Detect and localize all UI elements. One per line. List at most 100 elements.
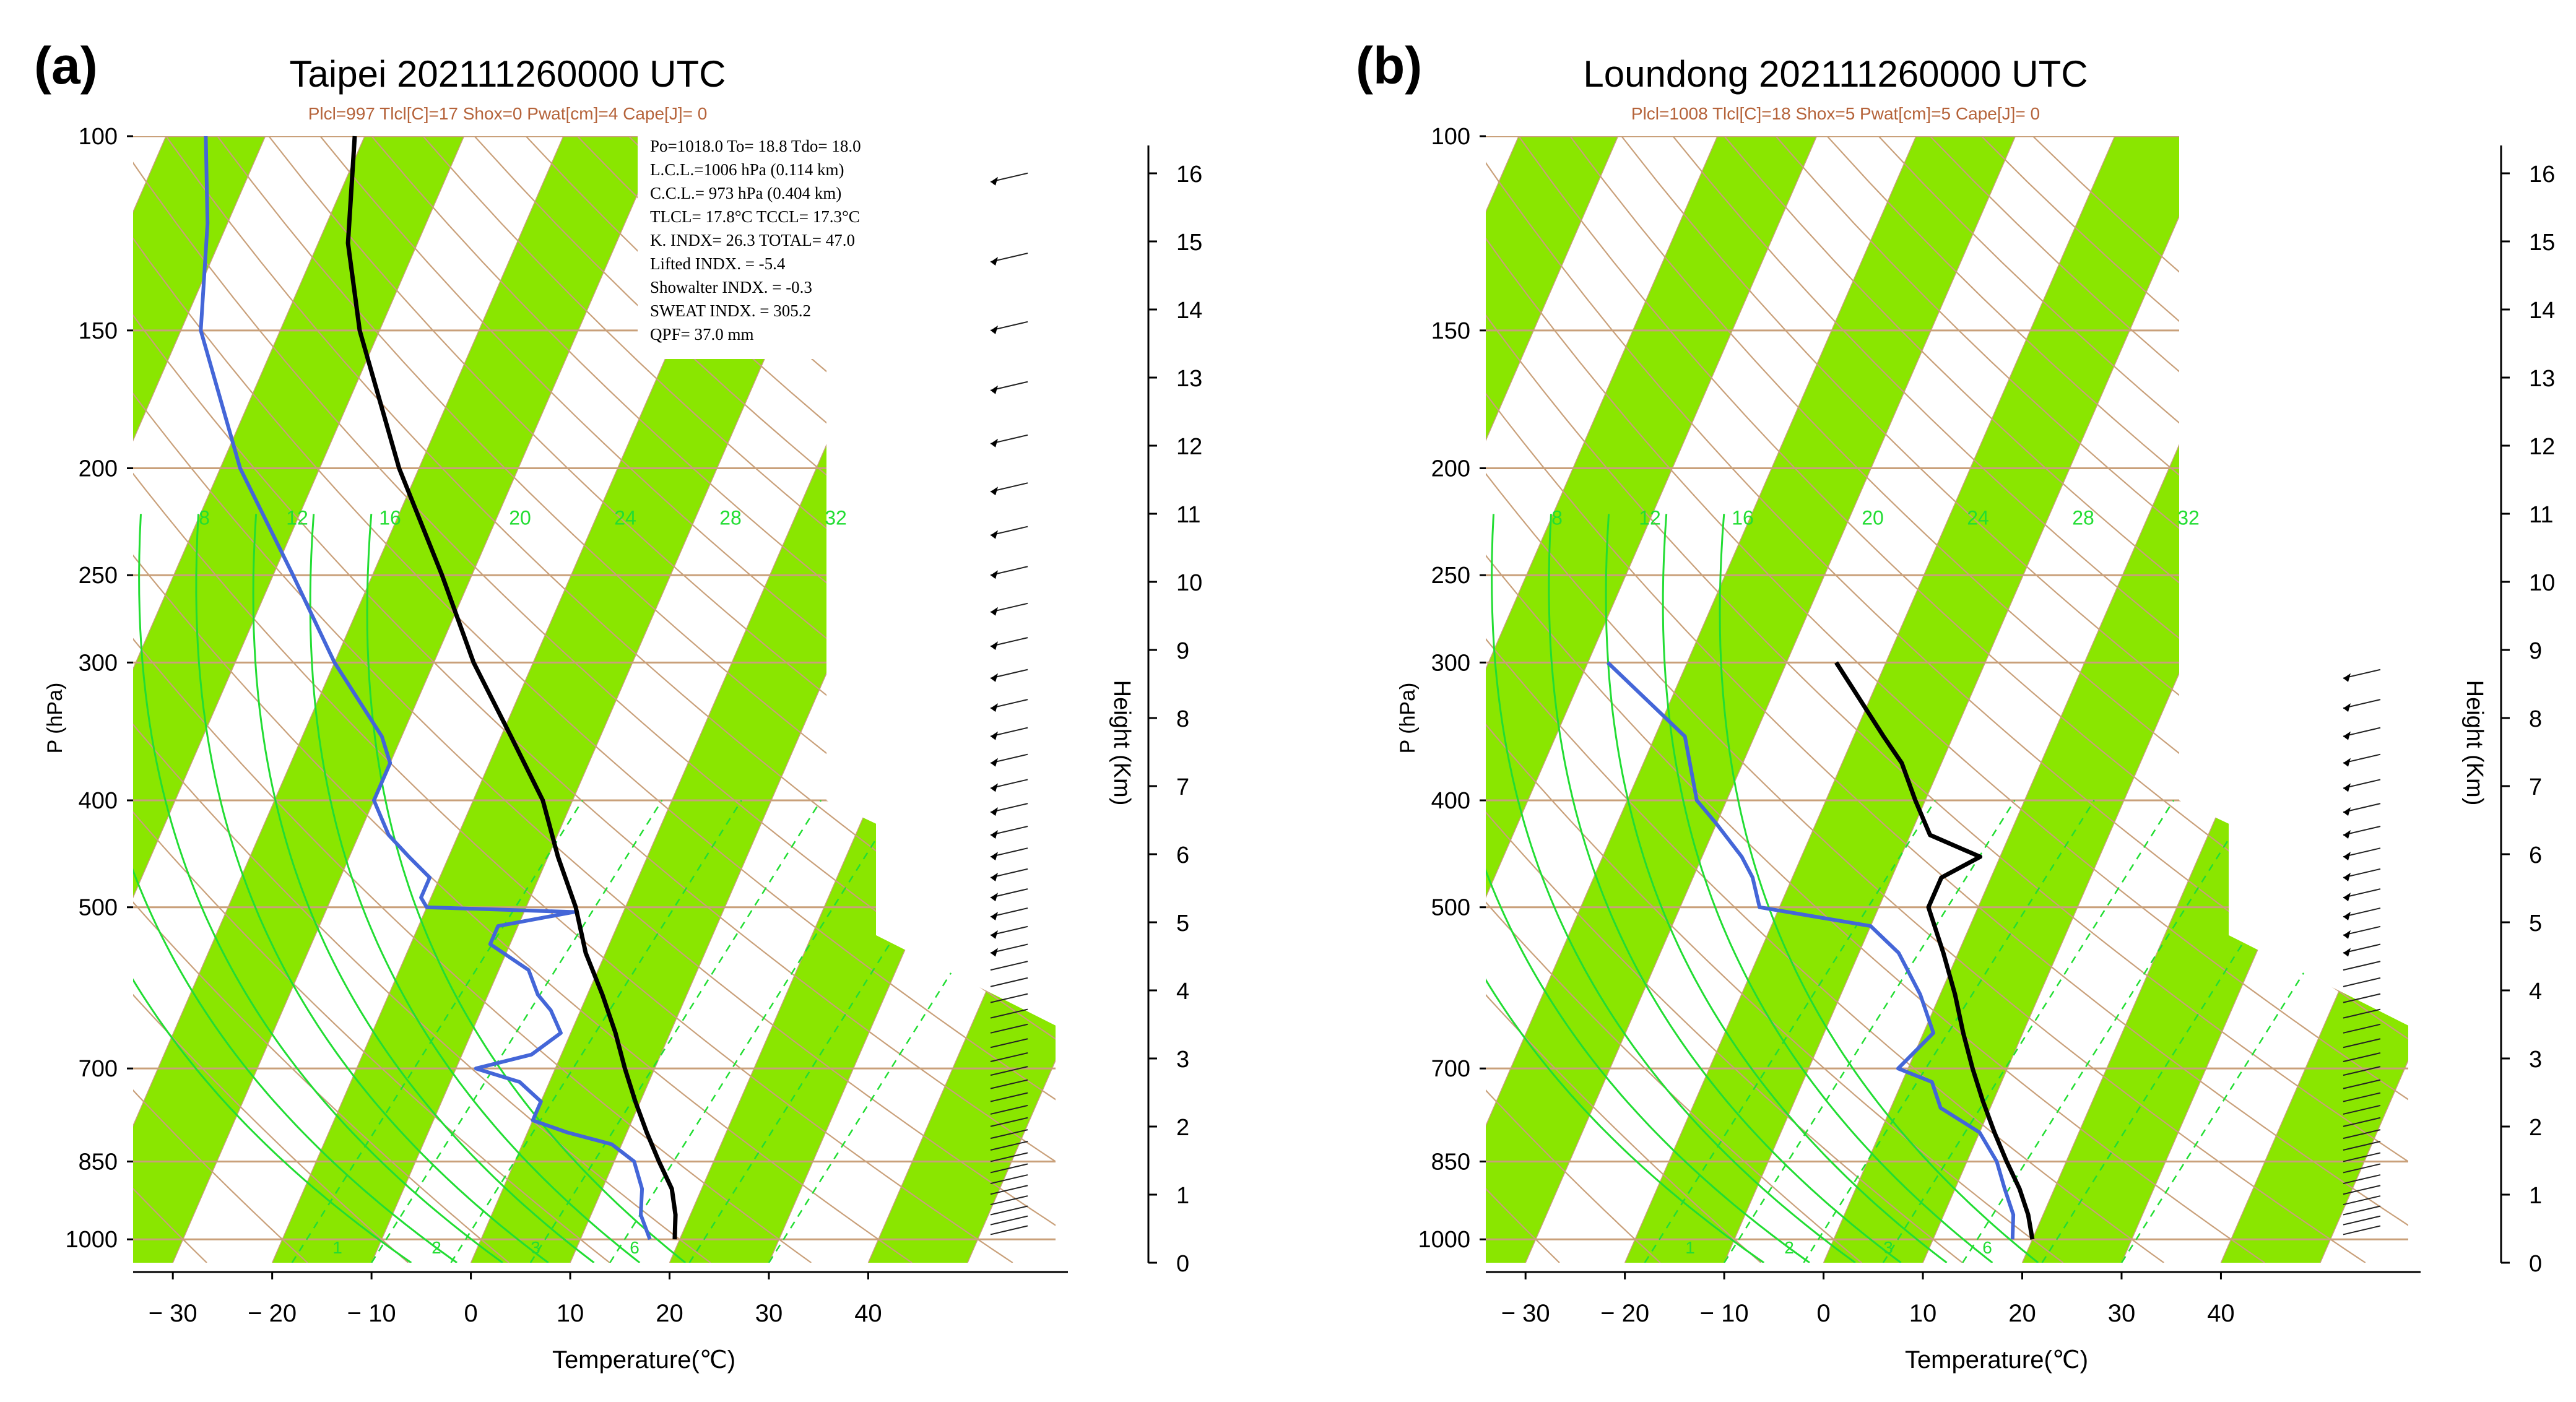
temperature-tick-label: 20 bbox=[2008, 1300, 2036, 1327]
stat-line: SWEAT INDX. = 305.2 bbox=[650, 301, 811, 320]
stat-line: TLCL= 17.8°C TCCL= 17.3°C bbox=[650, 207, 860, 226]
height-tick-label: 9 bbox=[2529, 638, 2542, 664]
pressure-tick-label: 200 bbox=[79, 456, 118, 482]
isotherm-line bbox=[2320, 136, 2408, 1263]
wind-barb bbox=[2343, 1023, 2381, 1034]
wind-barb bbox=[2343, 1195, 2381, 1206]
height-tick-label: 1 bbox=[2529, 1183, 2542, 1209]
pressure-tick-label: 500 bbox=[1431, 895, 1470, 921]
wind-barb bbox=[990, 1163, 1028, 1174]
temperature-tick-label: 40 bbox=[854, 1300, 882, 1327]
dry-adiabat bbox=[1486, 136, 1762, 1263]
wind-barbs bbox=[2343, 669, 2381, 1235]
dry-adiabat bbox=[133, 136, 610, 1263]
wind-barb-flag bbox=[991, 385, 998, 394]
chart-subtitle: Plcl=1008 Tlcl[C]=18 Shox=5 Pwat[cm]=5 C… bbox=[1631, 104, 2040, 123]
dry-adiabat bbox=[133, 136, 812, 1263]
wind-barb-flag bbox=[991, 607, 998, 616]
wind-barb-flag bbox=[2343, 829, 2351, 839]
height-tick-label: 11 bbox=[2529, 502, 2553, 528]
wind-barb bbox=[990, 1092, 1028, 1102]
wind-barb-flag bbox=[991, 731, 998, 740]
wind-barb bbox=[2343, 1129, 2381, 1140]
wind-barb-flag bbox=[991, 673, 998, 682]
dry-adiabat bbox=[133, 136, 1013, 1263]
height-tick-label: 2 bbox=[1176, 1115, 1189, 1141]
isotherm-line bbox=[2220, 136, 2408, 1263]
mixing-ratio-label: 3 bbox=[1883, 1238, 1893, 1257]
wind-barb-flag bbox=[2343, 783, 2351, 792]
moist-adiabat bbox=[138, 514, 503, 1263]
height-tick-label: 3 bbox=[1176, 1047, 1189, 1073]
moist-adiabat bbox=[133, 514, 458, 1263]
wind-barb bbox=[990, 1195, 1028, 1206]
moist-adiabat-label: 8 bbox=[1551, 507, 1563, 529]
dry-adiabat bbox=[1486, 136, 2366, 1263]
isotherm-line bbox=[1486, 136, 1818, 1263]
temperature-tick-label: 30 bbox=[2108, 1300, 2136, 1327]
wind-barb-flag bbox=[991, 807, 998, 816]
height-axis-label: Height (Km) bbox=[1109, 680, 1135, 806]
isotherm-line bbox=[133, 136, 564, 1263]
height-tick-label: 4 bbox=[1176, 979, 1189, 1005]
wind-barb bbox=[990, 1104, 1028, 1115]
moist-adiabat bbox=[1548, 514, 1902, 1263]
moist-adiabat bbox=[1486, 514, 1810, 1263]
wind-barb-flag bbox=[991, 948, 998, 957]
mixing-ratio-label: 6 bbox=[1982, 1238, 1992, 1257]
moist-adiabat bbox=[195, 514, 549, 1263]
moist-adiabat bbox=[1662, 514, 1993, 1263]
height-tick-label: 15 bbox=[1176, 230, 1202, 256]
stat-line: K. INDX= 26.3 TOTAL= 47.0 bbox=[650, 231, 855, 249]
pressure-tick-label: 150 bbox=[79, 318, 118, 344]
chart-title: Loundong 202111260000 UTC bbox=[1583, 53, 2088, 95]
pressure-tick-label: 700 bbox=[79, 1056, 118, 1082]
isotherm-band bbox=[272, 136, 862, 1263]
pressure-tick-label: 400 bbox=[1431, 788, 1470, 814]
dry-adiabat bbox=[133, 136, 409, 1263]
wind-barb bbox=[990, 1052, 1028, 1063]
mixing-ratio-line bbox=[450, 800, 742, 1263]
stat-line: Po=1018.0 To= 18.8 Tdo= 18.0 bbox=[650, 137, 861, 155]
wind-barb-flag bbox=[2343, 893, 2351, 902]
height-tick-label: 8 bbox=[1176, 706, 1189, 732]
isotherm-line bbox=[172, 136, 664, 1263]
x-axis-label: Temperature(℃) bbox=[1905, 1346, 2088, 1374]
temperature-tick-label: − 30 bbox=[1501, 1300, 1550, 1327]
mixing-ratio-line bbox=[1882, 800, 2175, 1263]
mixing-ratio-line bbox=[1724, 800, 2016, 1263]
height-tick-label: 2 bbox=[2529, 1115, 2542, 1141]
height-tick-label: 5 bbox=[2529, 911, 2542, 937]
wind-barb-flag bbox=[2343, 948, 2351, 957]
mixing-ratio-line bbox=[609, 800, 901, 1263]
pressure-tick-label: 1000 bbox=[1418, 1227, 1470, 1253]
dry-adiabat bbox=[1486, 136, 1963, 1263]
wind-barb bbox=[990, 1152, 1028, 1162]
temperature-tick-label: 10 bbox=[557, 1300, 584, 1327]
height-tick-label: 0 bbox=[1176, 1251, 1189, 1277]
wind-barb bbox=[2343, 1205, 2381, 1216]
height-tick-label: 12 bbox=[2529, 434, 2555, 460]
mixing-ratio-label: 6 bbox=[630, 1238, 640, 1257]
wind-barb bbox=[2343, 993, 2381, 1003]
moist-adiabat-label: 28 bbox=[2072, 507, 2094, 529]
mixing-ratio-line bbox=[1962, 800, 2254, 1263]
wind-barb-flag bbox=[991, 930, 998, 939]
stat-line: L.C.L.=1006 hPa (0.114 km) bbox=[650, 160, 844, 179]
temperature-tick-label: − 20 bbox=[248, 1300, 297, 1327]
dry-adiabat bbox=[1486, 136, 2408, 1263]
dry-adiabat bbox=[1486, 136, 2408, 1263]
wind-barb-flag bbox=[991, 783, 998, 792]
isotherm-line bbox=[133, 136, 465, 1263]
isotherm-line bbox=[1486, 136, 1917, 1263]
x-axis-label: Temperature(℃) bbox=[552, 1346, 735, 1374]
wind-barb bbox=[990, 1117, 1028, 1127]
dry-adiabat bbox=[1486, 136, 1862, 1263]
height-tick-label: 10 bbox=[1176, 570, 1202, 596]
moist-adiabat-label: 24 bbox=[614, 507, 636, 529]
dry-adiabat bbox=[133, 136, 711, 1263]
isotherm-band bbox=[133, 136, 464, 1263]
isotherm-band bbox=[133, 136, 663, 1263]
stat-line: QPF= 37.0 mm bbox=[650, 325, 754, 344]
